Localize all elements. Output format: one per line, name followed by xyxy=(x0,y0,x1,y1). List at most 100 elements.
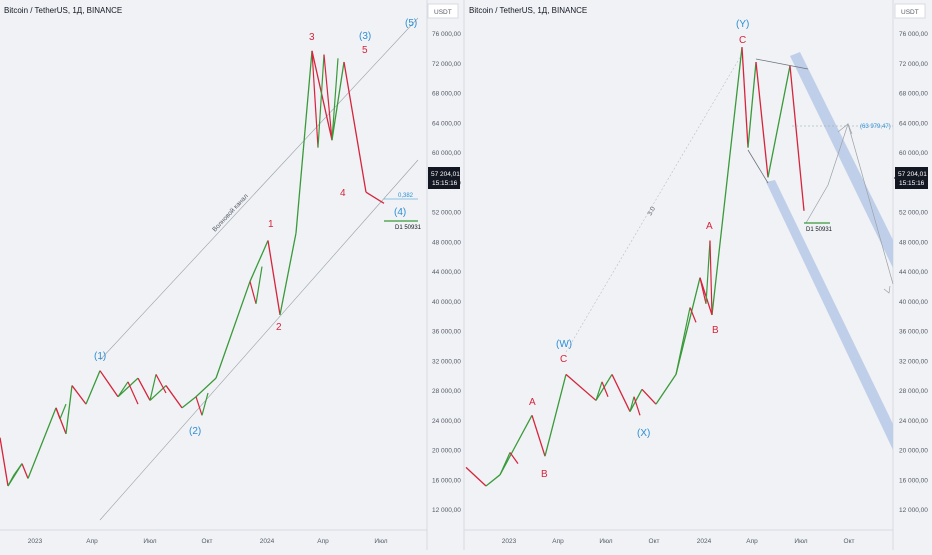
left-xtick-label: Апр xyxy=(317,538,329,545)
right-xtick-label: Апр xyxy=(746,538,758,545)
projection-arrowhead xyxy=(883,285,891,294)
subwave-label-2: 2 xyxy=(276,322,282,333)
right-price-detail-segment xyxy=(709,240,713,315)
right-xtick-label: Окт xyxy=(844,538,855,545)
wave-label-3: (3) xyxy=(359,31,371,42)
wave-label-4: (4) xyxy=(394,207,406,218)
right-price-axis[interactable]: 76 000,00 72 000,00 68 000,00 64 000,00 60 0… xyxy=(899,31,928,514)
right-price-segment xyxy=(485,474,501,487)
wave-label-1: (1) xyxy=(94,351,106,362)
right-price-segment xyxy=(741,47,749,148)
left-price-detail-segment xyxy=(249,281,257,304)
left-price-detail-segment xyxy=(311,50,319,148)
left-price-segment xyxy=(195,377,217,398)
left-price-detail-segment xyxy=(7,474,15,487)
right-price-detail-segment xyxy=(699,277,707,304)
left-price-segment xyxy=(279,232,297,316)
left-price-segment xyxy=(0,437,9,487)
left-xtick-label: 2024 xyxy=(260,538,275,545)
left-price-segment xyxy=(85,370,101,405)
subwave-label-a1: A xyxy=(529,397,536,408)
right-price-detail-segment xyxy=(705,240,711,304)
channel-upper-line[interactable] xyxy=(99,17,419,361)
triangle-upper-line[interactable] xyxy=(755,58,809,70)
right-currency-box[interactable] xyxy=(894,3,926,19)
right-ytick-label: 44 000,00 xyxy=(899,269,928,276)
triangle-lower-line[interactable] xyxy=(747,149,769,184)
right-price-segment xyxy=(767,65,791,178)
channel-lower-band[interactable] xyxy=(766,180,893,450)
subwave-label-1: 1 xyxy=(268,219,274,230)
left-price-detail-segment xyxy=(117,381,129,398)
right-ytick-label: 20 000,00 xyxy=(899,448,928,455)
left-price-detail-segment xyxy=(201,392,209,416)
right-price-segment xyxy=(629,388,643,412)
right-chart[interactable]: Bitcoin / TetherUS, 1Д, BINANCE USDT 76 … xyxy=(465,3,928,545)
left-xtick-label: Апр xyxy=(86,538,98,545)
left-ytick-label: 32 000,00 xyxy=(432,358,461,365)
subwave-label-a2: A xyxy=(706,221,713,232)
left-price-segment xyxy=(117,377,139,398)
projection-path[interactable] xyxy=(805,122,894,285)
left-price-segment xyxy=(65,385,73,434)
left-price-detail-segment xyxy=(155,374,167,394)
fib-0382-label: 0,382 xyxy=(398,193,414,199)
left-time-axis[interactable]: 2023 Апр Июл Окт 2024 Апр Июл xyxy=(28,538,388,545)
right-price-segment xyxy=(544,374,567,457)
left-xtick-label: Июл xyxy=(374,538,387,545)
right-ytick-label: 60 000,00 xyxy=(899,150,928,157)
right-ytick-label: 36 000,00 xyxy=(899,329,928,336)
right-price-segment xyxy=(565,373,597,401)
right-countdown: 15:15:16 xyxy=(899,180,925,187)
right-ytick-label: 64 000,00 xyxy=(899,120,928,127)
right-price-segment xyxy=(611,374,631,412)
left-price-segment xyxy=(181,396,197,409)
right-price-segment xyxy=(465,466,487,487)
left-ytick-label: 24 000,00 xyxy=(432,418,461,425)
left-chart-title: Bitcoin / TetherUS, 1Д, BINANCE xyxy=(4,6,122,15)
left-price-tag[interactable] xyxy=(428,167,460,189)
subwave-label-b2: B xyxy=(712,325,719,336)
right-xtick-label: Июл xyxy=(794,538,807,545)
subwave-label-c1: C xyxy=(560,354,567,365)
left-price-value: 57 204,01 xyxy=(431,171,460,178)
left-price-detail-segment xyxy=(255,266,263,304)
left-price-detail-segment xyxy=(323,54,333,141)
right-price-tag[interactable] xyxy=(895,167,928,189)
wave-label-w: (W) xyxy=(556,339,572,350)
left-price-segment xyxy=(249,240,269,282)
right-time-axis[interactable]: 2023 Апр Июл Окт 2024 Апр Июл Окт xyxy=(502,538,855,545)
right-price-segment xyxy=(641,388,657,405)
channel-upper-band[interactable] xyxy=(790,52,893,268)
left-currency-box[interactable] xyxy=(427,3,459,19)
left-ytick-label: 76 000,00 xyxy=(432,31,461,38)
fib-ratio-line[interactable] xyxy=(565,53,743,353)
left-price-segment xyxy=(295,50,313,234)
projection-peak-arrow xyxy=(837,123,853,135)
right-price-segment xyxy=(789,65,805,211)
left-xtick-label: Июл xyxy=(143,538,156,545)
left-ytick-label: 68 000,00 xyxy=(432,91,461,98)
right-price-segment xyxy=(675,277,701,375)
right-price-segment xyxy=(655,374,677,405)
left-price-segment xyxy=(27,407,57,479)
right-price-value: 57 204,01 xyxy=(898,171,927,178)
right-ytick-label: 28 000,00 xyxy=(899,388,928,395)
left-currency-label: USDT xyxy=(434,9,452,16)
wave-label-2: (2) xyxy=(189,426,201,437)
left-price-segment xyxy=(71,385,87,405)
right-price-detail-segment xyxy=(633,396,641,416)
right-price-segment xyxy=(499,415,533,476)
d1-support-label-right: D1 50931 xyxy=(806,227,833,233)
right-price-detail-segment xyxy=(509,452,519,465)
left-countdown: 15:15:16 xyxy=(432,180,458,187)
right-price-detail-segment xyxy=(675,307,691,375)
right-ytick-label: 16 000,00 xyxy=(899,477,928,484)
subwave-label-c2: C xyxy=(739,35,746,46)
channel-lower-line[interactable] xyxy=(99,159,419,521)
left-price-detail-segment xyxy=(331,58,339,141)
right-ytick-label: 72 000,00 xyxy=(899,61,928,68)
